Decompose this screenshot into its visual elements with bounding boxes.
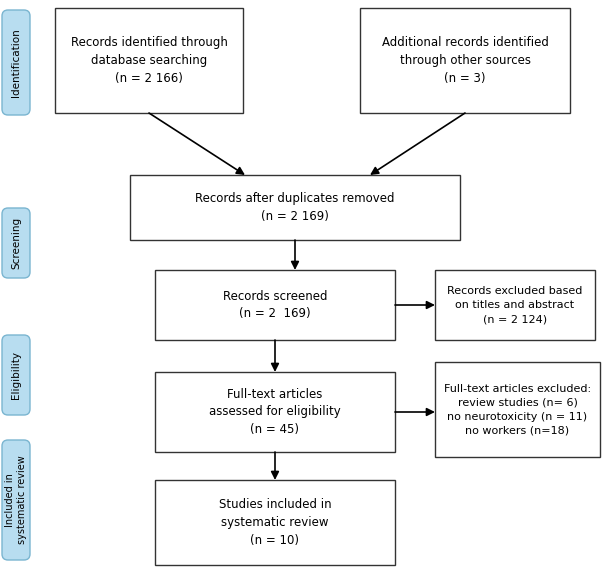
Text: Eligibility: Eligibility	[11, 351, 21, 399]
Bar	[155, 372, 395, 452]
Text: Records identified through
database searching
(n = 2 166): Records identified through database sear…	[71, 36, 228, 85]
Text: Included in
systematic review: Included in systematic review	[5, 456, 27, 544]
Bar	[435, 270, 595, 340]
Text: Records excluded based
on titles and abstract
(n = 2 124): Records excluded based on titles and abs…	[448, 286, 583, 324]
Bar	[155, 480, 395, 565]
Bar	[55, 8, 243, 113]
Text: Screening: Screening	[11, 217, 21, 269]
FancyBboxPatch shape	[2, 208, 30, 278]
Text: Identification: Identification	[11, 28, 21, 97]
Bar	[155, 270, 395, 340]
Text: Full-text articles excluded:
review studies (n= 6)
no neurotoxicity (n = 11)
no : Full-text articles excluded: review stud…	[444, 383, 591, 435]
Bar	[435, 362, 600, 457]
Bar	[360, 8, 570, 113]
Text: Studies included in
systematic review
(n = 10): Studies included in systematic review (n…	[219, 498, 332, 547]
Text: Records after duplicates removed
(n = 2 169): Records after duplicates removed (n = 2 …	[195, 192, 395, 223]
Text: Full-text articles
assessed for eligibility
(n = 45): Full-text articles assessed for eligibil…	[209, 387, 341, 437]
Text: Additional records identified
through other sources
(n = 3): Additional records identified through ot…	[382, 36, 548, 85]
FancyBboxPatch shape	[2, 10, 30, 115]
Bar	[130, 175, 460, 240]
Text: Records screened
(n = 2  169): Records screened (n = 2 169)	[223, 289, 327, 321]
FancyBboxPatch shape	[2, 440, 30, 560]
FancyBboxPatch shape	[2, 335, 30, 415]
